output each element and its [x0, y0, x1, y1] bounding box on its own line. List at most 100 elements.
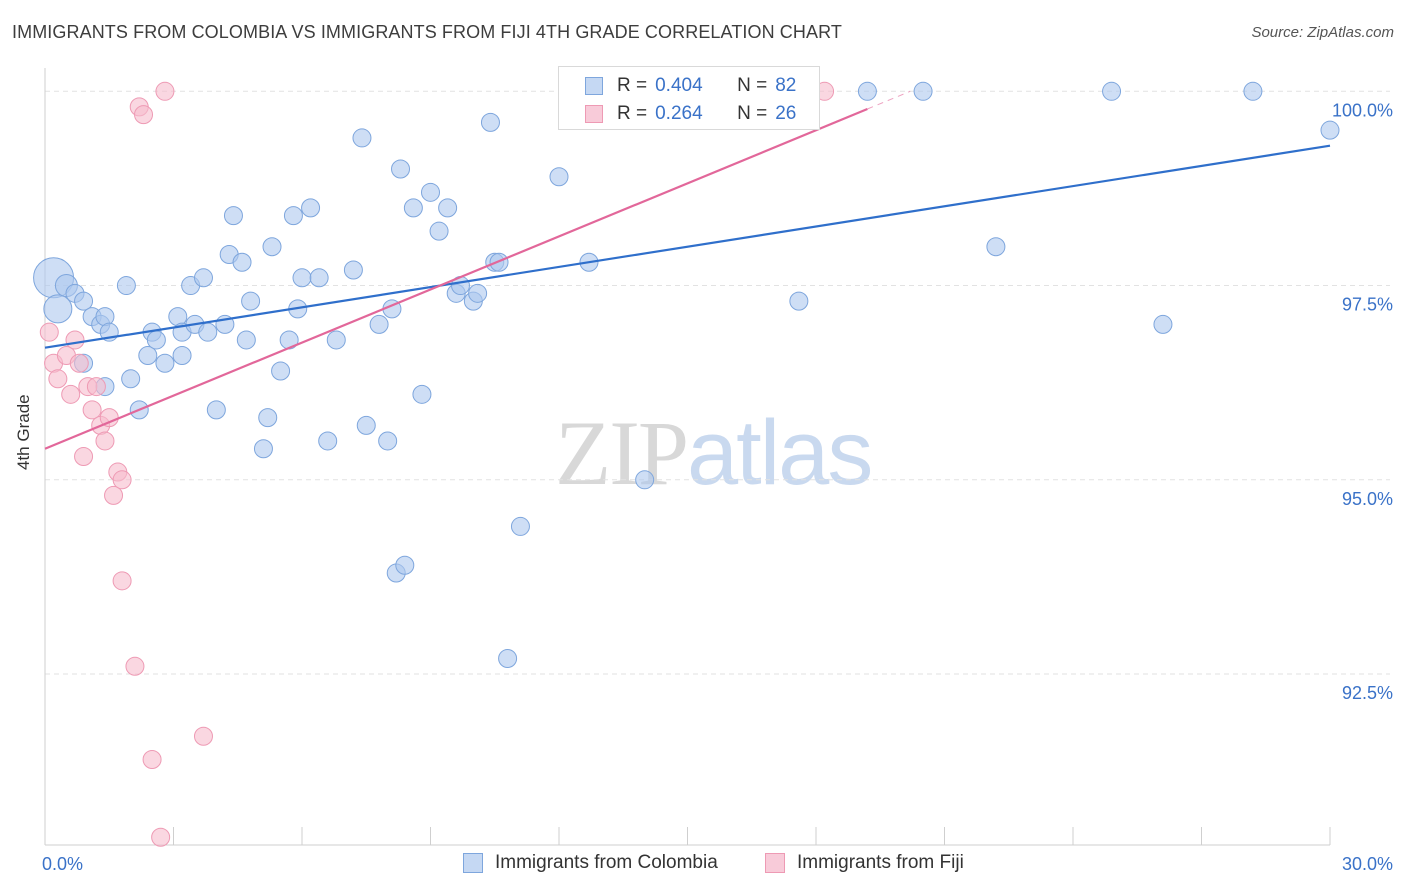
point-fiji	[112, 571, 132, 591]
point-colombia	[438, 198, 458, 218]
point-colombia	[121, 369, 141, 389]
point-colombia	[198, 322, 218, 342]
point-colombia	[356, 415, 376, 435]
point-colombia	[510, 516, 530, 536]
point-colombia	[857, 81, 877, 101]
point-colombia	[549, 167, 569, 187]
point-colombia	[232, 252, 252, 272]
legend-r-value: 0.264	[655, 103, 703, 124]
watermark-atlas: atlas	[687, 402, 873, 504]
point-fiji	[86, 377, 106, 397]
point-fiji	[134, 105, 154, 125]
legend-r-label: R =	[617, 103, 648, 124]
x-tick-label: 0.0%	[42, 854, 83, 874]
point-colombia	[155, 353, 175, 373]
point-colombia	[429, 221, 449, 241]
legend-label-colombia: Immigrants from Colombia	[495, 852, 718, 873]
point-colombia	[913, 81, 933, 101]
point-fiji	[142, 750, 162, 770]
point-fiji	[82, 400, 102, 420]
point-colombia	[480, 112, 500, 132]
point-colombia	[43, 294, 73, 324]
point-colombia	[326, 330, 346, 350]
point-colombia	[193, 268, 213, 288]
point-colombia	[369, 314, 389, 334]
point-colombia	[301, 198, 321, 218]
point-colombia	[318, 431, 338, 451]
point-colombia	[309, 268, 329, 288]
legend-swatch-colombia	[585, 77, 603, 95]
point-fiji	[112, 470, 132, 490]
watermark: ZIPatlas	[555, 400, 873, 506]
legend-label-fiji: Immigrants from Fiji	[797, 852, 964, 873]
legend-swatch-colombia	[463, 853, 483, 873]
point-fiji	[65, 330, 85, 350]
point-colombia	[391, 159, 411, 179]
point-colombia	[262, 237, 282, 257]
legend-r-value: 0.404	[655, 75, 703, 96]
trend-line-colombia	[44, 144, 1331, 349]
watermark-zip: ZIP	[555, 402, 689, 504]
point-colombia	[378, 431, 398, 451]
x-tick-label: 30.0%	[1342, 854, 1393, 874]
point-colombia	[412, 384, 432, 404]
point-colombia	[421, 182, 440, 202]
point-colombia	[498, 649, 518, 669]
point-fiji	[104, 485, 124, 505]
point-fiji	[151, 827, 171, 847]
trend-line-fiji	[44, 107, 868, 450]
point-fiji	[39, 322, 59, 342]
point-colombia	[283, 206, 303, 226]
point-colombia	[138, 345, 158, 365]
y-tick-label: 100.0%	[1332, 100, 1393, 120]
point-colombia	[223, 206, 243, 226]
point-colombia	[789, 291, 809, 311]
point-colombia	[146, 330, 166, 350]
legend-row-colombia: R = 0.404 N = 82	[585, 74, 796, 98]
point-colombia	[271, 361, 291, 381]
point-colombia	[403, 198, 423, 218]
point-fiji	[48, 369, 68, 389]
legend-row-fiji: R = 0.264 N = 26	[585, 102, 796, 126]
chart-title: IMMIGRANTS FROM COLOMBIA VS IMMIGRANTS F…	[12, 22, 842, 42]
point-colombia	[1102, 81, 1122, 101]
y-tick-label: 95.0%	[1342, 489, 1393, 509]
trend-line-fiji-extension	[867, 90, 911, 110]
legend-n-value: 26	[775, 103, 797, 124]
y-tick-label: 92.5%	[1342, 683, 1393, 703]
point-colombia	[1243, 81, 1263, 101]
point-colombia	[343, 260, 363, 280]
point-colombia	[635, 470, 655, 490]
y-axis-label: 4th Grade	[14, 394, 33, 470]
point-colombia	[292, 268, 312, 288]
legend-n-label: N =	[737, 75, 768, 96]
point-colombia	[1153, 314, 1173, 334]
point-colombia	[395, 555, 415, 575]
legend-n-value: 82	[775, 75, 797, 96]
point-fiji	[95, 431, 115, 451]
point-colombia	[116, 276, 136, 296]
point-colombia	[74, 291, 94, 311]
legend-item-colombia: Immigrants from Colombia	[463, 852, 718, 874]
point-colombia	[172, 345, 192, 365]
point-fiji	[74, 447, 94, 466]
source-label: Source: ZipAtlas.com	[1251, 24, 1394, 41]
point-colombia	[468, 283, 488, 303]
y-tick-label: 97.5%	[1342, 295, 1393, 315]
legend-n-label: N =	[737, 103, 768, 124]
point-fiji	[69, 353, 89, 373]
legend-item-fiji: Immigrants from Fiji	[765, 852, 964, 874]
point-fiji	[155, 81, 175, 101]
point-colombia	[253, 439, 273, 459]
legend-swatch-fiji	[765, 853, 785, 873]
point-fiji	[61, 384, 81, 404]
point-colombia	[986, 237, 1006, 257]
point-colombia	[258, 408, 278, 428]
point-colombia	[236, 330, 256, 350]
point-colombia	[352, 128, 372, 148]
point-fiji	[193, 726, 213, 746]
point-colombia	[206, 400, 226, 420]
point-colombia	[1320, 120, 1340, 140]
stats-legend: R = 0.404 N = 82 R = 0.264 N = 26	[558, 66, 820, 130]
